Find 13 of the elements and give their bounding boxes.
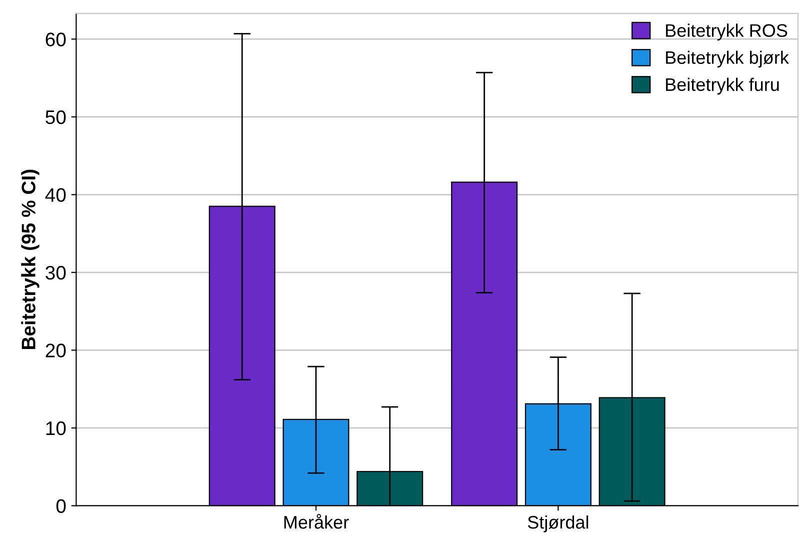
- x-tick-label: Stjørdal: [528, 515, 588, 532]
- y-tick-label: 30: [46, 266, 66, 280]
- legend-label: Beitetrykk bjørk: [666, 50, 789, 68]
- y-tick-label: 50: [46, 110, 66, 124]
- y-axis-title: Beitetrykk (95 % CI): [21, 170, 40, 350]
- y-tick-label: 0: [56, 499, 66, 513]
- legend-label: Beitetrykk furu: [666, 78, 779, 95]
- y-tick-label: 40: [45, 188, 66, 202]
- y-tick-label: 20: [46, 344, 66, 358]
- y-tick-label: 10: [46, 421, 66, 436]
- legend-label: Beitetrykk ROS: [666, 24, 788, 40]
- x-tick-label: Meråker: [284, 514, 349, 529]
- y-tick-label: 60: [46, 32, 66, 46]
